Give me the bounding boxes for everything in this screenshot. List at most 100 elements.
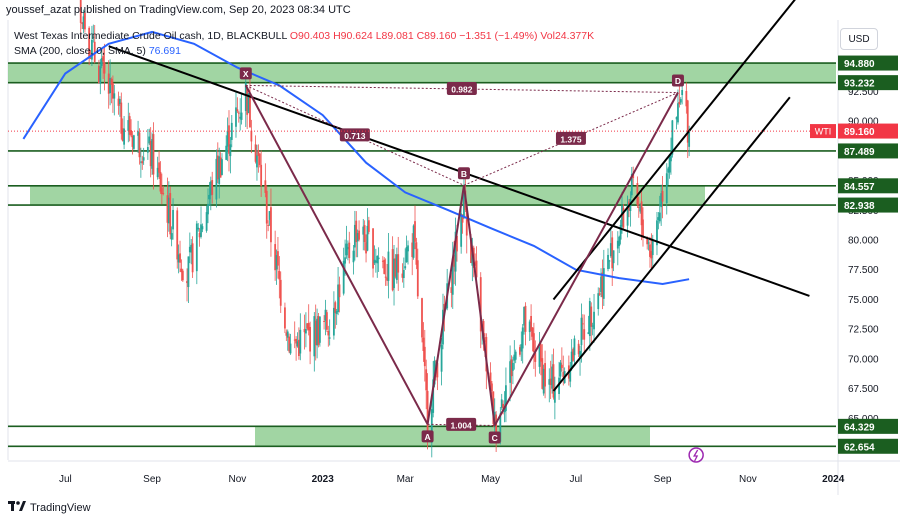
candle-body bbox=[285, 332, 288, 336]
candle-body bbox=[660, 193, 663, 208]
candle-body bbox=[84, 12, 86, 30]
publisher-line: youssef_azat published on TradingView.co… bbox=[6, 4, 351, 16]
level-label-text: 94.880 bbox=[844, 59, 875, 70]
candle-body bbox=[236, 109, 239, 112]
candle-body bbox=[569, 369, 572, 382]
candle-body bbox=[671, 120, 674, 155]
point-marker-bg bbox=[457, 167, 470, 180]
candle-body bbox=[324, 309, 327, 321]
candle-body bbox=[560, 364, 563, 368]
candle-body bbox=[127, 120, 130, 131]
candle-body bbox=[372, 228, 374, 269]
sma-value: 76.691 bbox=[148, 45, 181, 57]
candle-body bbox=[640, 201, 643, 226]
candle-body bbox=[491, 383, 493, 392]
candle-body bbox=[665, 173, 668, 204]
candle-body bbox=[162, 192, 165, 194]
candle-body bbox=[216, 155, 219, 180]
candle-body bbox=[619, 224, 622, 240]
candle-body bbox=[553, 388, 556, 403]
candle-body bbox=[622, 207, 625, 228]
x-tick-label: 2024 bbox=[822, 474, 845, 485]
candle-body bbox=[657, 217, 660, 221]
candle-body bbox=[277, 251, 279, 266]
candle-body bbox=[344, 257, 346, 264]
candle-body bbox=[337, 284, 339, 312]
candle-body bbox=[404, 266, 407, 269]
candle-body bbox=[411, 242, 414, 257]
candle-body bbox=[407, 245, 409, 252]
ratio-label-bg bbox=[446, 81, 477, 95]
candle-body bbox=[180, 268, 183, 273]
candle-body bbox=[246, 87, 249, 115]
candle-body bbox=[474, 262, 477, 266]
candle-body bbox=[88, 27, 91, 58]
point-marker-label: C bbox=[492, 433, 498, 443]
candle-body bbox=[103, 62, 106, 74]
candle-body bbox=[530, 315, 532, 331]
candle-body bbox=[374, 260, 377, 263]
support-resistance-zone bbox=[30, 185, 705, 206]
candle-body bbox=[514, 351, 517, 360]
candle-body bbox=[342, 260, 345, 294]
currency-button[interactable]: USD bbox=[840, 28, 878, 50]
candle-body bbox=[358, 230, 360, 240]
candle-body bbox=[528, 321, 531, 333]
pattern-leg bbox=[493, 92, 679, 426]
candle-body bbox=[250, 130, 253, 142]
tradingview-footer[interactable]: TradingView bbox=[8, 500, 91, 515]
x-tick-label: 2023 bbox=[312, 474, 335, 485]
candle-body bbox=[412, 225, 415, 258]
y-tick-label: 75.000 bbox=[848, 295, 879, 306]
candle-body bbox=[211, 180, 214, 195]
candle-body bbox=[198, 233, 201, 238]
candle-body bbox=[456, 235, 458, 252]
candle-body bbox=[495, 414, 498, 436]
candle-body bbox=[338, 284, 341, 298]
trend-line bbox=[552, 96, 791, 392]
candle-body bbox=[658, 212, 661, 222]
candle-body bbox=[626, 205, 629, 226]
candle-body bbox=[92, 36, 95, 38]
candle-body bbox=[432, 379, 435, 413]
symbol-tag-bg bbox=[810, 124, 836, 139]
symbol-price-tag: WTI bbox=[810, 124, 836, 139]
candle-body bbox=[366, 225, 369, 251]
sma-legend[interactable]: SMA (200, close, 0, SMA, 5) 76.691 bbox=[14, 45, 181, 57]
symbol-legend: West Texas Intermediate Crude Oil cash, … bbox=[14, 30, 594, 42]
candle-body bbox=[314, 320, 317, 346]
candle-body bbox=[99, 66, 102, 84]
candle-body bbox=[100, 58, 103, 66]
candle-body bbox=[316, 318, 319, 346]
candle-body bbox=[267, 224, 270, 226]
candle-body bbox=[209, 181, 212, 196]
candle-body bbox=[475, 260, 478, 278]
candle-body bbox=[303, 328, 306, 333]
candle-body bbox=[426, 390, 429, 437]
candle-body bbox=[260, 164, 263, 186]
event-bolt bbox=[693, 449, 699, 462]
point-marker-label: B bbox=[461, 169, 467, 179]
candle-body bbox=[110, 78, 113, 85]
x-tick-label: Sep bbox=[654, 474, 672, 485]
candle-body bbox=[258, 153, 261, 165]
candle-body bbox=[345, 243, 348, 256]
candle-body bbox=[551, 366, 553, 389]
low-value: L89.081 bbox=[375, 30, 414, 42]
candle-body bbox=[470, 237, 472, 264]
candle-body bbox=[436, 362, 439, 378]
candle-body bbox=[151, 139, 153, 169]
candle-body bbox=[289, 343, 292, 354]
candle-body bbox=[363, 225, 366, 243]
candle-body bbox=[616, 240, 619, 249]
candle-body bbox=[221, 159, 223, 175]
point-marker-bg bbox=[488, 431, 501, 444]
candle-body bbox=[450, 287, 453, 293]
candle-body bbox=[509, 361, 512, 383]
candle-body bbox=[422, 337, 425, 352]
y-tick-label: 67.500 bbox=[848, 384, 879, 395]
candle-body bbox=[107, 73, 110, 94]
candle-body bbox=[512, 362, 514, 371]
